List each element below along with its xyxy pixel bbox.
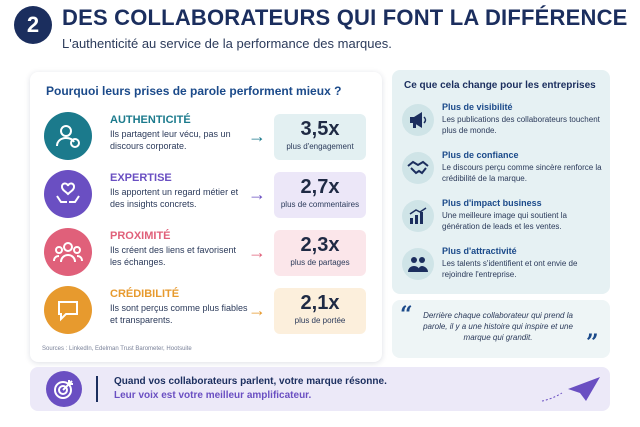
growth-chart-icon [402,200,434,232]
impact-title: Plus de visibilité [442,102,513,112]
banner-line-1: Quand vos collaborateurs parlent, votre … [114,376,387,387]
person-badge-icon [44,112,92,160]
impact-title: Plus d'impact business [442,198,542,208]
impact-description: Le discours perçu comme sincère renforce… [442,163,602,183]
impact-description: Les publications des collaborateurs touc… [442,115,600,135]
stat-value: 2,3x [300,234,340,256]
stat-box: 2,7x plus de commentaires [274,172,366,218]
benefit-row-proximity: PROXIMITÉ Ils créent des liens et favori… [44,228,374,276]
row-title: AUTHENTICITÉ [110,114,191,126]
handshake-icon [402,152,434,184]
sources-note: Sources : LinkedIn, Edelman Trust Barome… [42,346,192,352]
row-title: CRÉDIBILITÉ [110,288,180,300]
section-number-badge: 2 [14,6,52,44]
stat-label: plus de commentaires [280,200,360,209]
quote-text: Derrière chaque collaborateur qui prend … [423,311,573,342]
impact-item-trust: Plus de confiance Le discours perçu comm… [402,150,602,194]
impact-item-visibility: Plus de visibilité Les publications des … [402,102,602,146]
row-description: Ils partagent leur vécu, pas un discours… [110,129,231,151]
close-quote-icon: ” [586,330,599,356]
benefit-row-credibility: CRÉDIBILITÉ Ils sont perçus comme plus f… [44,286,374,334]
stat-label: plus de partages [290,258,350,267]
paper-plane-icon [541,377,600,402]
impact-description: Les talents s'identifient et ont envie d… [442,259,578,279]
arrow-right-icon: → [248,126,266,146]
benefit-row-authenticity: AUTHENTICITÉ Ils partagent leur vécu, pa… [44,112,374,160]
impact-description: Une meilleure image qui soutient la géné… [442,211,567,231]
arrow-right-icon: → [248,300,266,320]
impact-item-attractiveness: Plus d'attractivité Les talents s'identi… [402,246,602,290]
stat-value: 2,1x [300,292,340,314]
people-icon [402,248,434,280]
bottom-banner: Quand vos collaborateurs parlent, votre … [30,367,610,411]
benefit-row-expertise: EXPERTISE Ils apportent un regard métier… [44,170,374,218]
arrow-right-icon: → [248,242,266,262]
impact-item-business: Plus d'impact business Une meilleure ima… [402,198,602,242]
right-panel-heading: Ce que cela change pour les entreprises [404,80,596,91]
stat-value: 2,7x [300,176,340,198]
stat-box: 2,1x plus de portée [274,288,366,334]
megaphone-icon [402,104,434,136]
row-description: Ils sont perçus comme plus fiables et tr… [110,303,248,325]
page-subtitle: L'authenticité au service de la performa… [62,36,392,51]
banner-line-2: Leur voix est votre meilleur amplificate… [114,390,312,401]
impact-title: Plus de confiance [442,150,519,160]
row-description: Ils créent des liens et favorisent les é… [110,245,237,267]
arrow-right-icon: → [248,184,266,204]
impact-title: Plus d'attractivité [442,246,517,256]
target-icon [46,371,82,407]
stat-value: 3,5x [300,118,340,140]
company-impact-panel: Ce que cela change pour les entreprises … [392,70,610,294]
stat-label: plus d'engagement [286,142,354,151]
stat-box: 2,3x plus de partages [274,230,366,276]
row-description: Ils apportent un regard métier et des in… [110,187,239,209]
quote-box: “ Derrière chaque collaborateur qui pren… [392,300,610,358]
divider [96,376,98,402]
page-title: DES COLLABORATEURS QUI FONT LA DIFFÉRENC… [62,5,628,30]
row-title: PROXIMITÉ [110,230,171,242]
stat-label: plus de portée [294,316,346,325]
stat-box: 3,5x plus d'engagement [274,114,366,160]
group-icon [44,228,92,276]
left-panel-heading: Pourquoi leurs prises de parole performe… [46,84,342,98]
row-title: EXPERTISE [110,172,172,184]
open-quote-icon: “ [400,302,413,328]
heart-hands-icon [44,170,92,218]
speech-bubble-icon [44,286,92,334]
why-performance-panel: Pourquoi leurs prises de parole performe… [30,72,382,362]
